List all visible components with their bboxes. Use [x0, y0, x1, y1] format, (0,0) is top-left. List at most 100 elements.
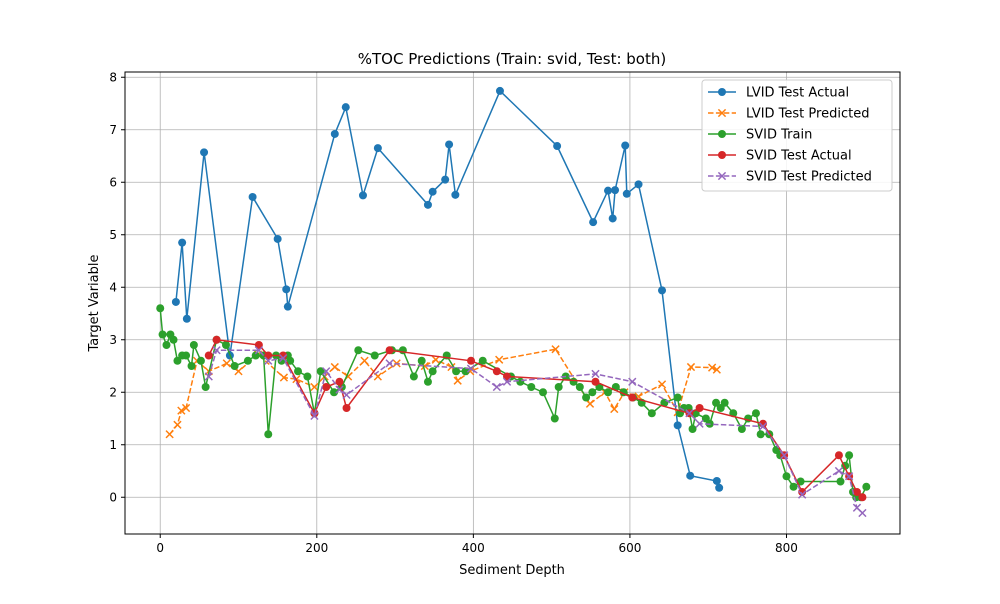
- data-point: [604, 186, 613, 195]
- data-point: [720, 398, 729, 407]
- legend-marker: [718, 130, 726, 138]
- x-axis-label: Sediment Depth: [459, 563, 565, 578]
- legend-label: SVID Test Actual: [746, 149, 852, 164]
- data-point: [221, 341, 230, 349]
- data-point: [373, 144, 382, 153]
- data-point: [212, 335, 221, 344]
- y-tick-label: 1: [109, 438, 117, 452]
- legend-label: LVID Test Predicted: [746, 107, 869, 122]
- data-point: [608, 214, 617, 223]
- data-point: [685, 409, 694, 418]
- data-point: [585, 399, 595, 408]
- data-point: [204, 372, 213, 381]
- axis-ticks: 0 200 400 600 800 0 1 2 3 4 5 6 7 8: [109, 70, 798, 555]
- data-point: [780, 451, 789, 460]
- data-point: [715, 483, 724, 492]
- x-tick-label: 800: [775, 541, 798, 555]
- data-point: [182, 351, 191, 360]
- data-point: [354, 346, 363, 355]
- data-point: [335, 385, 344, 394]
- data-point: [156, 304, 165, 313]
- legend-item: SVID Train: [708, 128, 812, 143]
- data-point: [452, 367, 461, 376]
- data-point: [370, 351, 379, 360]
- data-point: [688, 425, 697, 433]
- data-point: [445, 140, 454, 149]
- data-point: [834, 466, 844, 476]
- chart-title: %TOC Predictions (Train: svid, Test: bot…: [358, 50, 666, 68]
- data-point: [712, 398, 721, 407]
- data-point: [621, 141, 630, 150]
- series-line-lvid-test-actual: [175, 89, 720, 489]
- legend-marker: [718, 88, 726, 96]
- data-point: [845, 451, 854, 460]
- legend-marker: [718, 151, 726, 159]
- y-axis-label: Target Variable: [87, 255, 102, 353]
- data-point: [862, 482, 871, 491]
- data-point: [712, 476, 721, 485]
- data-point: [264, 430, 273, 439]
- series-svid-test-actual: [204, 335, 867, 502]
- data-point: [342, 404, 351, 412]
- data-point: [286, 356, 295, 365]
- data-point: [858, 508, 867, 518]
- data-point: [310, 382, 319, 392]
- data-point: [658, 286, 667, 295]
- data-point: [495, 355, 504, 364]
- data-point: [248, 192, 257, 201]
- data-point: [428, 187, 437, 196]
- data-point: [189, 341, 198, 349]
- data-point: [836, 477, 845, 486]
- data-point: [200, 148, 209, 157]
- data-point: [686, 471, 695, 480]
- data-point: [634, 180, 643, 189]
- y-tick-label: 6: [109, 175, 117, 189]
- data-point: [844, 472, 854, 481]
- y-tick-label: 0: [109, 490, 117, 504]
- data-point: [282, 285, 291, 294]
- data-point: [162, 341, 171, 349]
- data-point: [385, 346, 394, 355]
- data-point: [582, 393, 591, 402]
- data-point: [409, 372, 418, 381]
- data-point: [492, 367, 501, 376]
- data-point: [756, 430, 765, 439]
- data-point: [695, 404, 704, 412]
- data-point: [622, 189, 631, 198]
- legend-box: [701, 79, 893, 192]
- data-point: [554, 383, 563, 391]
- data-point: [178, 238, 187, 247]
- legend-item: SVID Test Predicted: [708, 170, 872, 185]
- data-point: [782, 472, 791, 481]
- data-point: [294, 367, 303, 376]
- data-point: [230, 362, 239, 370]
- legend-marker: [717, 171, 727, 181]
- data-point: [495, 86, 504, 95]
- data-point: [342, 390, 351, 400]
- data-point: [165, 430, 174, 439]
- y-tick-label: 3: [109, 333, 117, 347]
- data-point: [204, 351, 213, 360]
- series-layer: [156, 86, 871, 518]
- data-point: [243, 356, 252, 365]
- data-point: [322, 367, 331, 376]
- data-point: [360, 356, 369, 365]
- data-point: [201, 383, 210, 391]
- data-point: [789, 482, 798, 491]
- data-point: [279, 351, 288, 360]
- data-point: [182, 314, 191, 323]
- data-point: [251, 351, 260, 360]
- data-point: [441, 175, 450, 184]
- data-point: [591, 369, 600, 379]
- data-point: [852, 488, 861, 496]
- data-point: [169, 335, 178, 344]
- series-line-svid-test-predicted: [208, 349, 863, 514]
- data-point: [466, 364, 476, 373]
- data-point: [502, 377, 512, 386]
- data-point: [611, 186, 620, 195]
- data-point: [686, 362, 696, 372]
- data-point: [707, 363, 717, 372]
- data-point: [539, 388, 548, 397]
- legend-label: LVID Test Actual: [746, 86, 849, 101]
